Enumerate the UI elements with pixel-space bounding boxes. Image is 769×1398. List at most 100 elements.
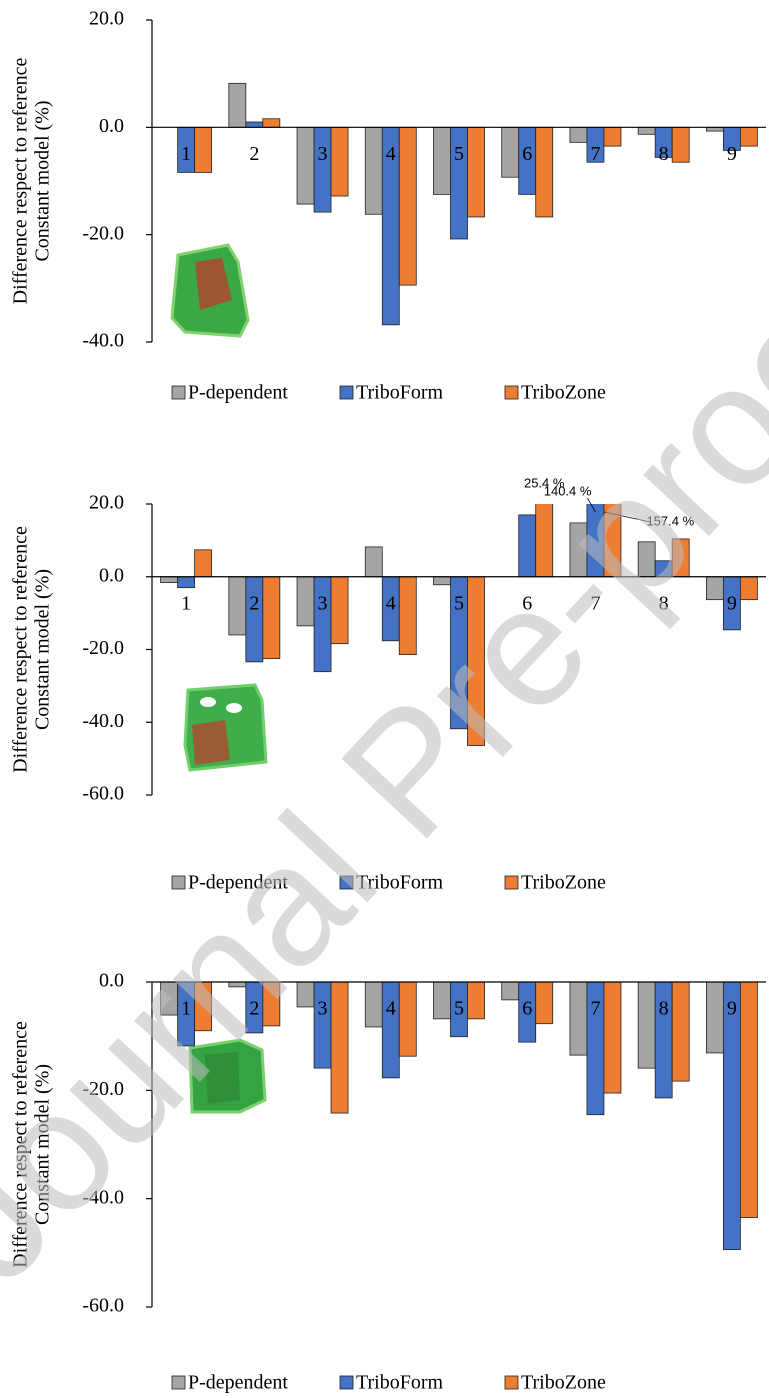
legend-label: P-dependent [188, 1372, 288, 1394]
value-label: 157.4 % [646, 513, 694, 528]
bar [399, 127, 416, 285]
category-label: 3 [318, 592, 328, 614]
y-axis-label: Constant model (%) [32, 100, 54, 261]
bar [706, 982, 723, 1053]
bar [178, 577, 195, 588]
bar [297, 982, 314, 1007]
y-tick-label: -60.0 [82, 1295, 124, 1317]
y-tick-label: 0.0 [99, 564, 124, 586]
category-label: 8 [659, 143, 669, 165]
bar [468, 982, 485, 1019]
y-axis-label: Difference respect to reference [10, 58, 32, 305]
category-label: 6 [522, 592, 532, 614]
y-tick-label: 0.0 [99, 115, 124, 137]
bar [604, 4, 621, 577]
category-label: 4 [386, 143, 396, 165]
bar [365, 127, 382, 214]
category-label: 8 [659, 998, 669, 1020]
bar [740, 127, 757, 146]
legend-label: TriboForm [356, 872, 444, 894]
category-label: 6 [522, 143, 532, 165]
legend-label: TriboZone [521, 382, 606, 404]
bar [519, 515, 536, 577]
legend-swatch [172, 876, 185, 889]
bar [468, 127, 485, 217]
category-label: 2 [249, 592, 259, 614]
bar [331, 577, 348, 644]
y-tick-label: -40.0 [82, 330, 124, 352]
category-label: 5 [454, 998, 464, 1020]
bar [297, 577, 314, 626]
bar [195, 127, 212, 172]
bar [263, 577, 280, 659]
category-label: 5 [454, 143, 464, 165]
bar [536, 127, 553, 217]
legend-swatch [340, 1376, 353, 1389]
y-tick-label: 20.0 [89, 492, 124, 514]
legend-label: TriboZone [521, 1372, 606, 1394]
bar [536, 982, 553, 1024]
category-label: 9 [727, 143, 737, 165]
plot-area [161, 4, 758, 745]
bar [655, 561, 672, 577]
legend-swatch [505, 386, 518, 399]
y-tick-label: -20.0 [82, 222, 124, 244]
y-tick-label: 20.0 [89, 8, 124, 30]
category-label: 7 [590, 143, 600, 165]
bar [638, 982, 655, 1068]
category-label: 2 [249, 998, 259, 1020]
category-label: 9 [727, 998, 737, 1020]
bar [365, 982, 382, 1027]
legend-label: TriboZone [521, 872, 606, 894]
legend-swatch [505, 876, 518, 889]
bar [195, 982, 212, 1031]
category-label: 9 [727, 592, 737, 614]
bar [468, 577, 485, 746]
legend-swatch [172, 1376, 185, 1389]
y-tick-label: -20.0 [82, 1078, 124, 1100]
bar [246, 577, 263, 662]
bar [706, 577, 723, 600]
y-tick-label: -60.0 [82, 783, 124, 805]
figure: Difference respect to referenceConstant … [0, 0, 769, 1398]
bar [314, 127, 331, 212]
bar [314, 577, 331, 672]
bar [740, 982, 757, 1218]
bar [161, 982, 178, 1015]
bar [297, 127, 314, 204]
value-label: 25.4 % [524, 475, 565, 490]
y-tick-label: -20.0 [82, 637, 124, 659]
bar [570, 523, 587, 577]
bar [740, 577, 757, 600]
category-label: 3 [318, 143, 328, 165]
category-label: 4 [386, 998, 396, 1020]
legend-swatch [340, 386, 353, 399]
legend-label: P-dependent [188, 382, 288, 404]
bar [570, 127, 587, 142]
plot-area [178, 83, 758, 325]
y-tick-label: -40.0 [82, 710, 124, 732]
bar [672, 127, 689, 162]
bar [434, 127, 451, 194]
bar [229, 982, 246, 987]
category-label: 2 [249, 143, 259, 165]
legend-label: TriboForm [356, 1372, 444, 1394]
bar [365, 547, 382, 577]
bar [331, 982, 348, 1113]
bar [314, 982, 331, 1068]
category-label: 5 [454, 592, 464, 614]
bar [604, 982, 621, 1093]
bar [161, 577, 178, 583]
y-axis-label: Constant model (%) [32, 1064, 54, 1225]
category-label: 4 [386, 592, 396, 614]
y-axis-label: Difference respect to reference [10, 526, 32, 773]
plot-area [161, 982, 758, 1250]
bar [434, 577, 451, 585]
legend-label: TriboForm [356, 382, 444, 404]
bar [570, 982, 587, 1055]
category-label: 6 [522, 998, 532, 1020]
y-axis-label: Difference respect to reference [10, 1021, 32, 1268]
bar [263, 119, 280, 128]
bar [229, 83, 246, 127]
y-tick-label: -40.0 [82, 1186, 124, 1208]
